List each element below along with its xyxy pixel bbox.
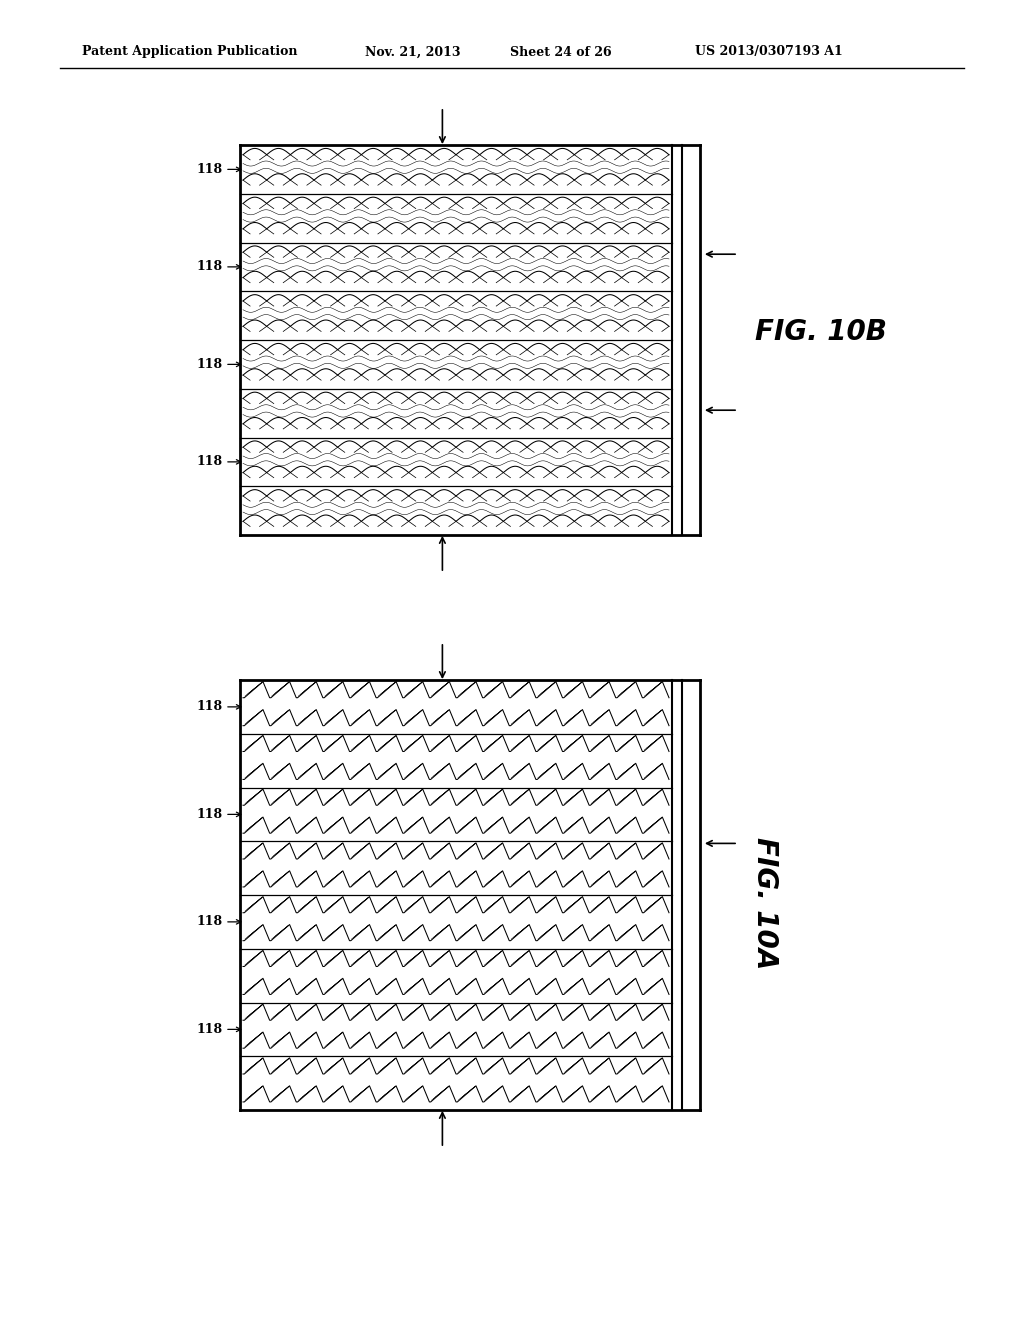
Text: 118: 118 (197, 808, 223, 821)
Text: Patent Application Publication: Patent Application Publication (82, 45, 298, 58)
Text: 118: 118 (197, 1023, 223, 1036)
Text: FIG. 10B: FIG. 10B (755, 318, 887, 346)
Text: 118: 118 (197, 162, 223, 176)
Text: Sheet 24 of 26: Sheet 24 of 26 (510, 45, 611, 58)
Text: Nov. 21, 2013: Nov. 21, 2013 (365, 45, 461, 58)
Text: 118: 118 (197, 701, 223, 713)
Text: 118: 118 (197, 358, 223, 371)
Text: 118: 118 (197, 455, 223, 469)
Text: 118: 118 (197, 915, 223, 928)
Text: US 2013/0307193 A1: US 2013/0307193 A1 (695, 45, 843, 58)
Text: FIG. 10A: FIG. 10A (751, 837, 779, 970)
Text: 118: 118 (197, 260, 223, 273)
